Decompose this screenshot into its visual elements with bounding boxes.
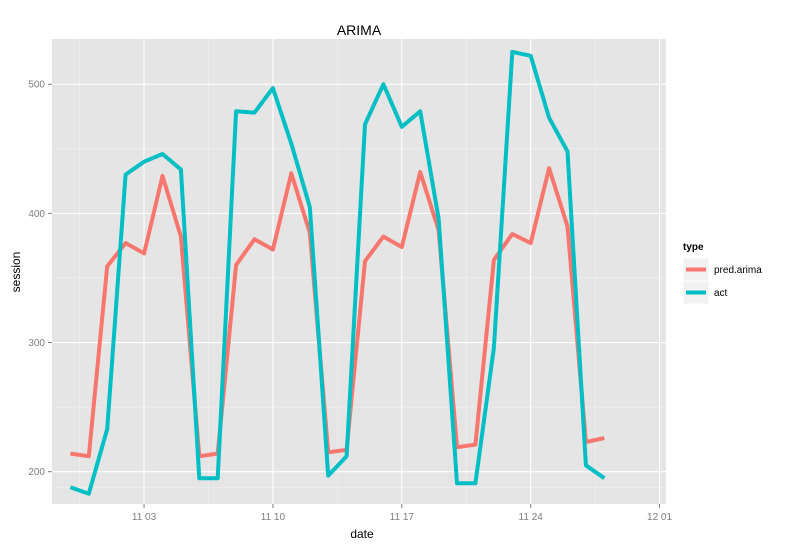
- series-line-act: [69, 49, 606, 496]
- y-tick-label: 500: [28, 80, 45, 91]
- legend-title: type: [683, 242, 704, 253]
- chart-title: ARIMA: [337, 22, 382, 38]
- x-tick-label: 11 17: [390, 512, 415, 523]
- series-lines: [69, 49, 606, 496]
- y-tick-label: 200: [28, 467, 45, 478]
- y-tick-label: 400: [28, 209, 45, 220]
- x-axis-label: date: [350, 527, 374, 541]
- x-tick-label: 12 01: [647, 512, 672, 523]
- x-tick-label: 11 24: [519, 512, 544, 523]
- legend: type pred.arima act: [682, 242, 762, 305]
- axes: 200 300 400 500 11 03 11 10 11 17 11 24 12 01: [28, 80, 672, 523]
- series-line-pred-arima: [70, 166, 605, 459]
- plot-panel: [52, 39, 666, 504]
- x-tick-label: 11 10: [261, 512, 286, 523]
- y-axis-label: session: [9, 252, 23, 293]
- legend-label: act: [714, 288, 728, 299]
- legend-label: pred.arima: [714, 265, 762, 276]
- y-tick-label: 300: [28, 338, 45, 349]
- x-tick-label: 11 03: [132, 512, 157, 523]
